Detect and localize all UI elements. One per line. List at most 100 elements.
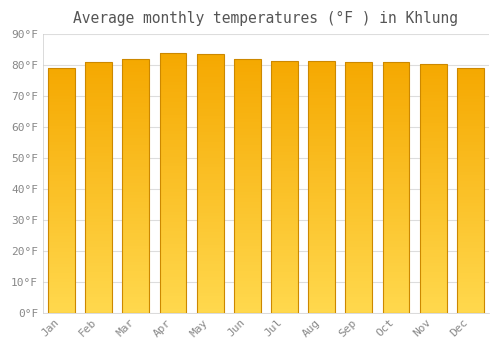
Bar: [122, 157, 149, 160]
Bar: [48, 300, 75, 303]
Bar: [308, 275, 335, 278]
Bar: [160, 131, 186, 134]
Bar: [234, 167, 260, 170]
Bar: [197, 212, 224, 216]
Bar: [122, 265, 149, 268]
Bar: [420, 278, 446, 281]
Bar: [48, 242, 75, 245]
Bar: [234, 186, 260, 189]
Bar: [308, 246, 335, 250]
Bar: [457, 184, 483, 187]
Bar: [48, 68, 75, 71]
Bar: [48, 197, 75, 199]
Bar: [122, 170, 149, 173]
Bar: [382, 234, 409, 237]
Bar: [48, 178, 75, 181]
Bar: [234, 173, 260, 176]
Bar: [86, 147, 112, 150]
Bar: [457, 267, 483, 270]
Bar: [420, 197, 446, 201]
Bar: [271, 187, 298, 190]
Bar: [197, 132, 224, 135]
Bar: [308, 243, 335, 246]
Bar: [86, 71, 112, 75]
Bar: [457, 303, 483, 307]
Bar: [271, 83, 298, 86]
Bar: [382, 275, 409, 278]
Bar: [382, 106, 409, 109]
Bar: [160, 309, 186, 313]
Bar: [271, 61, 298, 64]
Bar: [234, 192, 260, 195]
Bar: [48, 184, 75, 187]
Bar: [308, 205, 335, 209]
Bar: [382, 262, 409, 266]
Bar: [86, 153, 112, 156]
Bar: [308, 290, 335, 294]
Bar: [86, 90, 112, 93]
Bar: [86, 209, 112, 212]
Bar: [122, 237, 149, 240]
Bar: [346, 285, 372, 288]
Bar: [382, 68, 409, 71]
Bar: [420, 123, 446, 126]
Bar: [308, 294, 335, 297]
Bar: [122, 256, 149, 259]
Bar: [160, 251, 186, 254]
Bar: [197, 309, 224, 313]
Bar: [308, 120, 335, 124]
Bar: [160, 89, 186, 92]
Bar: [271, 215, 298, 218]
Bar: [234, 183, 260, 186]
Bar: [122, 290, 149, 294]
Bar: [160, 287, 186, 290]
Bar: [308, 278, 335, 281]
Bar: [234, 138, 260, 141]
Bar: [234, 268, 260, 271]
Bar: [160, 202, 186, 205]
Bar: [86, 84, 112, 87]
Bar: [271, 205, 298, 209]
Bar: [86, 272, 112, 275]
Bar: [86, 288, 112, 291]
Bar: [234, 278, 260, 281]
Bar: [271, 297, 298, 300]
Bar: [382, 78, 409, 81]
Bar: [122, 297, 149, 300]
Bar: [197, 293, 224, 296]
Bar: [86, 212, 112, 216]
Bar: [382, 306, 409, 309]
Bar: [48, 270, 75, 273]
Bar: [346, 297, 372, 300]
Bar: [234, 103, 260, 106]
Bar: [420, 182, 446, 185]
Bar: [197, 57, 224, 61]
Bar: [382, 278, 409, 281]
Bar: [86, 266, 112, 269]
Bar: [382, 184, 409, 187]
Bar: [382, 131, 409, 134]
Bar: [86, 87, 112, 90]
Bar: [271, 202, 298, 205]
Bar: [271, 193, 298, 196]
Bar: [48, 74, 75, 77]
Bar: [457, 276, 483, 279]
Bar: [160, 284, 186, 287]
Bar: [197, 248, 224, 251]
Bar: [346, 190, 372, 194]
Bar: [160, 180, 186, 183]
Bar: [48, 77, 75, 80]
Bar: [86, 175, 112, 178]
Bar: [346, 65, 372, 68]
Bar: [122, 180, 149, 183]
Bar: [86, 115, 112, 118]
Bar: [420, 120, 446, 123]
Bar: [122, 230, 149, 233]
Bar: [271, 98, 298, 101]
Bar: [160, 296, 186, 300]
Bar: [271, 114, 298, 117]
Bar: [346, 231, 372, 234]
Bar: [271, 265, 298, 268]
Bar: [346, 178, 372, 181]
Bar: [197, 216, 224, 219]
